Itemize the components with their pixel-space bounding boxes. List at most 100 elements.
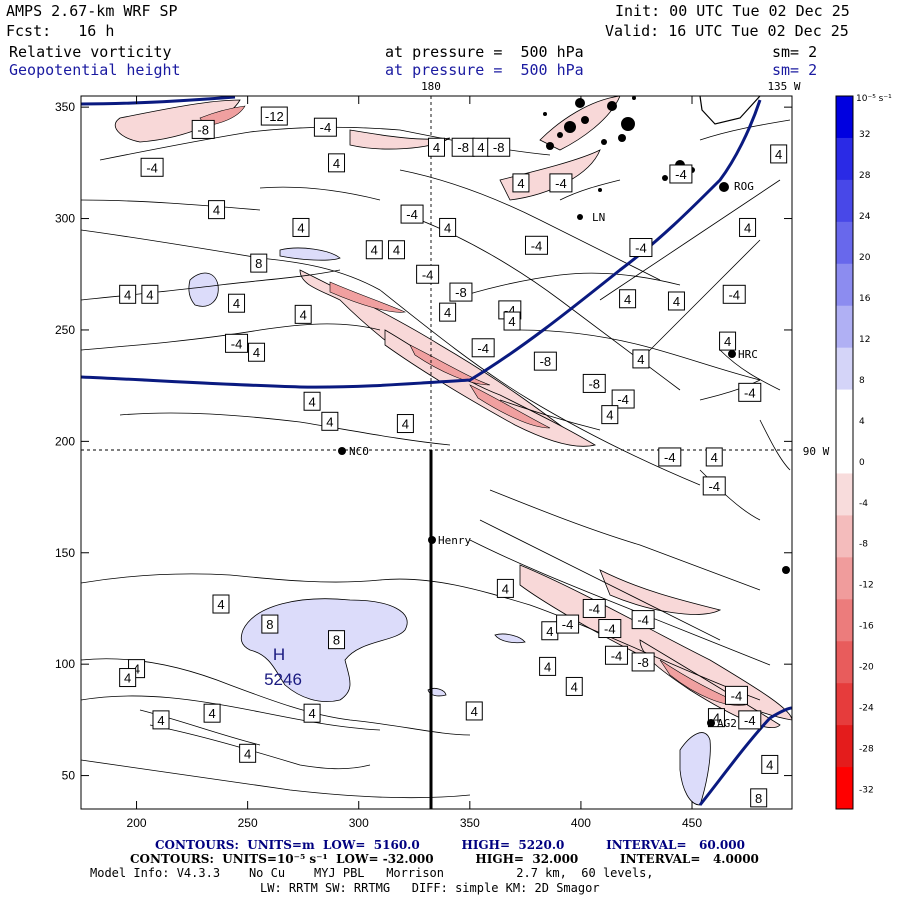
- contour-label-box: [770, 144, 788, 164]
- contour-label: 4: [297, 220, 304, 235]
- contour-label-box: [631, 652, 655, 672]
- contour-label: -4: [611, 648, 623, 663]
- axis-ticks: 200 250 300 350 400 450 50 100 150 200 250 300 350: [55, 96, 792, 830]
- contour-label: 4: [308, 706, 315, 721]
- station-ln-label: LN: [592, 211, 605, 224]
- contour-label-box: [388, 240, 406, 260]
- colorbar-swatch: [836, 221, 853, 265]
- contour-label: 4: [146, 287, 153, 302]
- contour-label: 4: [711, 450, 718, 465]
- contour-label-box: [321, 411, 339, 431]
- contour-label: -4: [744, 385, 756, 400]
- contour-label-box: [250, 253, 268, 273]
- colorbar-unit-label: 10⁻⁵ s⁻¹: [856, 94, 892, 104]
- contour-label: 4: [393, 243, 400, 258]
- contour-label-box: [724, 685, 748, 705]
- station-nco-marker: [338, 447, 346, 455]
- colorbar-swatch: [836, 431, 853, 474]
- field2-level: at pressure = 500 hPa: [385, 61, 584, 79]
- contour-label: 4: [244, 746, 251, 761]
- contour-label: 4: [775, 147, 782, 162]
- station-ag2-marker: [707, 719, 715, 727]
- colorbar-swatch: [836, 473, 853, 516]
- contour-label: -4: [664, 450, 676, 465]
- contour-label-box: [119, 668, 137, 688]
- contour-label-box: [203, 703, 221, 723]
- contour-label: -4: [637, 613, 649, 628]
- colorbar-swatch: [836, 767, 853, 810]
- contour-label-box: [565, 676, 583, 696]
- contour-label-box: [598, 619, 622, 639]
- footer-physics-info: LW: RRTM SW: RRTMG DIFF: simple KM: 2D S…: [260, 881, 600, 895]
- contour-label: -8: [588, 376, 600, 391]
- colorbar-tick-label: -28: [859, 745, 874, 755]
- contour-label: 4: [402, 417, 409, 432]
- colorbar-swatch: [836, 263, 853, 307]
- contour-label-box: [303, 391, 321, 411]
- y-tick-label: 100: [55, 657, 75, 671]
- colorbar-tick-label: 24: [859, 212, 871, 222]
- contour-label-box: [228, 293, 246, 313]
- colorbar-tick-label: 20: [859, 253, 871, 263]
- field1-level: at pressure = 500 hPa: [385, 43, 584, 61]
- contour-label: 4: [217, 597, 224, 612]
- contour-label-box: [400, 204, 424, 224]
- positive-vorticity-patches: [188, 247, 711, 806]
- model-title: AMPS 2.67-km WRF SP: [6, 2, 178, 20]
- x-tick-label: 400: [571, 816, 591, 830]
- contour-label: -4: [635, 241, 647, 256]
- field1-smoothing: sm= 2: [772, 43, 818, 61]
- colorbar-tick-label: -20: [859, 663, 874, 673]
- contour-label-box: [328, 153, 346, 173]
- contour-label-box: [533, 351, 557, 371]
- contour-label: -8: [457, 140, 469, 155]
- contour-label: 4: [124, 671, 131, 686]
- contour-label-box: [239, 743, 257, 763]
- contour-label: 4: [546, 624, 553, 639]
- contour-label-box: [449, 282, 473, 302]
- contour-label: -8: [540, 354, 552, 369]
- colorbar-swatch: [836, 683, 853, 726]
- contour-label: 4: [433, 140, 440, 155]
- colorbar-swatch: [836, 137, 853, 181]
- contour-label-box: [549, 173, 573, 193]
- contour-label: -4: [320, 120, 332, 135]
- contour-label: -4: [562, 617, 574, 632]
- contour-label: 4: [308, 394, 315, 409]
- contour-label-box: [750, 788, 768, 808]
- contour-label-box: [738, 710, 762, 730]
- colorbar-swatch: [836, 305, 853, 349]
- station-ag2-label: AG2: [717, 717, 737, 730]
- contour-label: -12: [265, 109, 284, 124]
- colorbar-border: [835, 95, 854, 810]
- station-rog-label: ROG: [734, 180, 754, 193]
- contour-label-box: [524, 235, 548, 255]
- contour-label-box: [465, 701, 483, 721]
- contour-label: -8: [197, 122, 209, 137]
- colorbar-swatch: [836, 515, 853, 558]
- contour-label-box: [658, 447, 682, 467]
- contour-label: 4: [606, 408, 613, 423]
- contour-label-box: [632, 349, 650, 369]
- colorbar-tick-label: -24: [859, 704, 874, 714]
- vorticity-contours: [81, 119, 791, 799]
- contour-label: 4: [326, 414, 333, 429]
- contour-label: -4: [728, 287, 740, 302]
- contour-label: -8: [493, 140, 505, 155]
- contour-label: 4: [371, 243, 378, 258]
- colorbar-swatch: [836, 96, 853, 139]
- contour-label-box: [248, 342, 266, 362]
- contour-label-box: [313, 117, 337, 137]
- contour-label-box: [225, 333, 249, 353]
- contour-label: -8: [637, 655, 649, 670]
- x-tick-label: 250: [238, 816, 258, 830]
- contour-label: -4: [146, 160, 158, 175]
- contour-label-box: [328, 630, 346, 650]
- field-layer: -4-8-12-444 -8 4 -844-444 48-4-4-444 44-8-444…: [81, 96, 792, 809]
- contour-label: 4: [517, 176, 524, 191]
- contour-label: 4: [477, 140, 484, 155]
- contour-label: -4: [604, 622, 616, 637]
- parallel-90w-label: 90 W: [803, 445, 830, 458]
- contour-label-box: [604, 645, 628, 665]
- contour-label: -4: [588, 601, 600, 616]
